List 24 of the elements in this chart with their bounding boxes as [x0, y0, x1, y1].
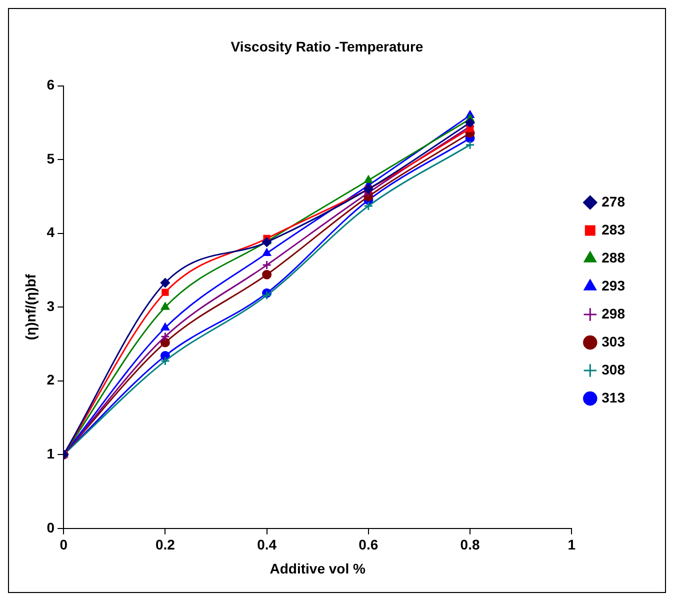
legend-label: 278: [602, 193, 626, 210]
y-tick-label: 4: [46, 224, 55, 240]
legend-label: 303: [602, 333, 626, 350]
legend-label: 293: [602, 277, 626, 294]
x-axis-title: Additive vol %: [270, 560, 366, 576]
y-tick-label: 5: [46, 150, 55, 166]
x-tick-label: 0.6: [358, 536, 378, 553]
y-axis-title: (η)nf/(η)bf: [22, 274, 38, 340]
legend-label: 298: [602, 305, 626, 322]
legend-label: 283: [602, 221, 626, 238]
legend-label: 313: [602, 389, 626, 406]
x-tick-label: 0.4: [257, 536, 277, 553]
y-tick-label: 0: [46, 519, 55, 536]
y-tick-label: 3: [46, 298, 55, 314]
x-tick-label: 1: [568, 536, 576, 553]
y-tick-label: 6: [46, 76, 55, 93]
legend-label: 308: [602, 361, 626, 378]
y-tick-label: 2: [46, 372, 55, 388]
x-tick-label: 0.8: [460, 536, 480, 553]
x-tick-label: 0.2: [155, 536, 176, 553]
legend-label: 288: [602, 249, 626, 266]
y-tick-label: 1: [46, 445, 55, 462]
x-tick-label: 0: [60, 536, 68, 553]
chart-title: Viscosity Ratio -Temperature: [230, 38, 424, 54]
